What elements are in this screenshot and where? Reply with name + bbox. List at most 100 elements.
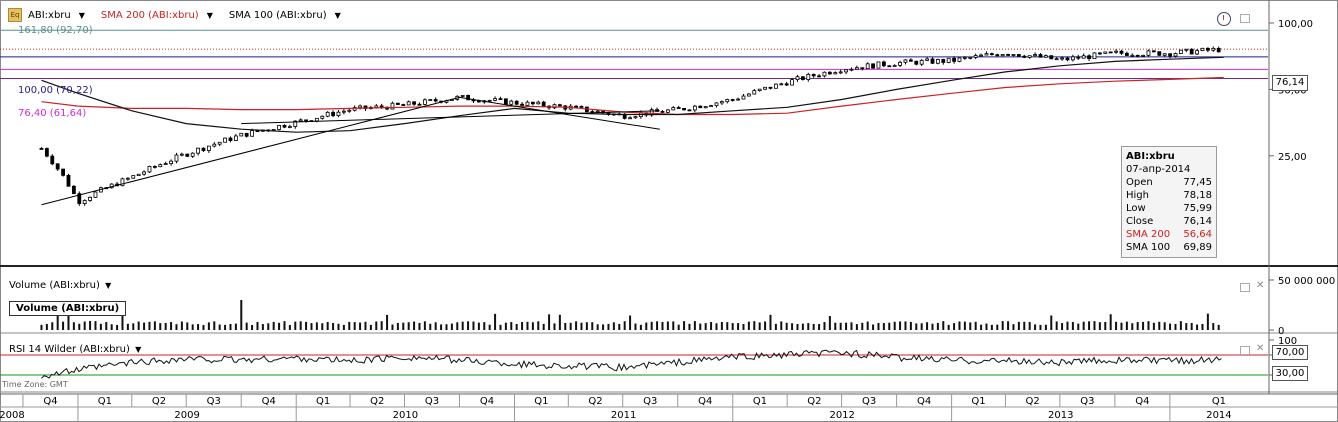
close-icon[interactable]: ✕ bbox=[1256, 343, 1265, 354]
volume-bar bbox=[1190, 322, 1193, 330]
close-icon[interactable]: ✕ bbox=[1256, 280, 1265, 291]
candle-body bbox=[1065, 57, 1070, 61]
candle-body bbox=[61, 168, 65, 176]
volume-bar bbox=[996, 324, 999, 330]
volume-bar bbox=[94, 321, 97, 330]
volume-bar bbox=[1012, 324, 1015, 330]
volume-bar bbox=[1017, 321, 1020, 330]
legend-sma100[interactable]: SMA 100 (ABI:xbru) bbox=[228, 9, 327, 21]
quarter-label: Q4 bbox=[480, 396, 494, 407]
volume-bar bbox=[105, 322, 108, 330]
volume-bar bbox=[855, 324, 858, 330]
volume-bar bbox=[1185, 323, 1188, 330]
volume-bar bbox=[326, 321, 329, 330]
candle-body bbox=[730, 99, 735, 101]
chevron-down-icon[interactable]: ▼ bbox=[334, 10, 341, 20]
volume-bar bbox=[575, 321, 578, 330]
legend-sma200[interactable]: SMA 200 (ABI:xbru) bbox=[100, 9, 199, 21]
candle-body bbox=[887, 65, 892, 68]
volume-bar bbox=[1201, 323, 1204, 330]
rsi-pane-label[interactable]: RSI 14 Wilder (ABI:xbru) ▼ bbox=[9, 344, 151, 355]
volume-bar bbox=[245, 322, 248, 330]
volume-bar bbox=[661, 322, 664, 330]
candle-body bbox=[957, 57, 962, 62]
tooltip-row: SMA 200 56,64 bbox=[1126, 228, 1212, 241]
candle-body bbox=[498, 98, 503, 101]
candle-body bbox=[752, 90, 757, 95]
volume-bar bbox=[477, 322, 480, 330]
candle-body bbox=[1119, 50, 1124, 54]
candle-body bbox=[1168, 53, 1172, 57]
volume-bar bbox=[1098, 322, 1101, 330]
volume-bar bbox=[110, 324, 113, 330]
volume-bar bbox=[807, 323, 810, 330]
volume-tick-label: 0 bbox=[1278, 326, 1284, 337]
candle-body bbox=[633, 116, 638, 119]
volume-bar bbox=[1174, 323, 1177, 330]
candle-body bbox=[93, 191, 98, 198]
candle-body bbox=[849, 68, 854, 71]
legend-symbol[interactable]: ABI:xbru bbox=[28, 9, 71, 21]
candle-body bbox=[196, 147, 200, 154]
volume-bar bbox=[877, 322, 880, 330]
candle-body bbox=[768, 86, 773, 89]
volume-bar bbox=[299, 321, 302, 330]
chevron-down-icon[interactable]: ▼ bbox=[135, 345, 142, 354]
candle-body bbox=[1103, 51, 1108, 54]
candle-body bbox=[55, 163, 60, 170]
volume-pane-label[interactable]: Volume (ABI:xbru) ▼ bbox=[9, 280, 121, 291]
chevron-down-icon[interactable]: ▼ bbox=[105, 281, 112, 290]
tooltip-label: Low bbox=[1126, 203, 1146, 214]
volume-bar bbox=[56, 315, 59, 330]
volume-bar bbox=[596, 324, 599, 330]
tooltip-row: SMA 100 69,89 bbox=[1126, 241, 1212, 254]
candle-body bbox=[1135, 54, 1140, 57]
clock-icon[interactable] bbox=[1217, 12, 1231, 26]
candle-body bbox=[509, 100, 514, 105]
volume-bar bbox=[634, 323, 637, 330]
volume-bar bbox=[224, 324, 227, 330]
volume-bar bbox=[1007, 321, 1010, 330]
maximize-icon[interactable] bbox=[1240, 14, 1250, 23]
candle-body bbox=[541, 101, 546, 107]
candle-body bbox=[946, 57, 951, 63]
candle-body bbox=[287, 126, 292, 128]
equity-icon[interactable]: Eq bbox=[8, 8, 22, 22]
volume-bar bbox=[774, 323, 777, 330]
volume-bar bbox=[1115, 321, 1118, 330]
volume-bar bbox=[294, 321, 297, 330]
candle-body bbox=[876, 61, 881, 69]
chevron-down-icon[interactable]: ▼ bbox=[206, 10, 213, 20]
volume-bar bbox=[256, 321, 259, 330]
volume-bar bbox=[607, 323, 610, 330]
rsi-30-flag: 30,00 bbox=[1272, 366, 1308, 381]
volume-bar bbox=[359, 322, 362, 330]
candle-body bbox=[1141, 54, 1145, 57]
candle-body bbox=[822, 71, 827, 77]
maximize-icon[interactable] bbox=[1240, 346, 1250, 355]
chevron-down-icon[interactable]: ▼ bbox=[78, 10, 85, 20]
volume-bar bbox=[893, 321, 896, 330]
volume-bar bbox=[958, 321, 961, 330]
candle-body bbox=[1092, 52, 1097, 60]
volume-bar bbox=[159, 323, 162, 330]
volume-bar bbox=[531, 322, 534, 330]
candle-body bbox=[1205, 47, 1210, 51]
volume-bar bbox=[899, 321, 902, 330]
candle-body bbox=[298, 119, 303, 122]
volume-bar bbox=[1001, 321, 1004, 330]
volume-bar bbox=[1061, 323, 1064, 330]
candle-body bbox=[962, 57, 967, 59]
quarter-label: Q3 bbox=[643, 396, 657, 407]
volume-bar bbox=[267, 323, 270, 330]
candle-body bbox=[844, 69, 848, 73]
candle-body bbox=[682, 107, 686, 111]
volume-bar bbox=[342, 324, 345, 330]
volume-bar bbox=[191, 324, 194, 330]
volume-bar bbox=[251, 324, 254, 330]
maximize-icon[interactable] bbox=[1240, 283, 1250, 292]
candle-body bbox=[158, 164, 163, 168]
candle-body bbox=[331, 111, 335, 117]
quarter-label: Q4 bbox=[262, 396, 276, 407]
quarter-label: Q3 bbox=[207, 396, 221, 407]
